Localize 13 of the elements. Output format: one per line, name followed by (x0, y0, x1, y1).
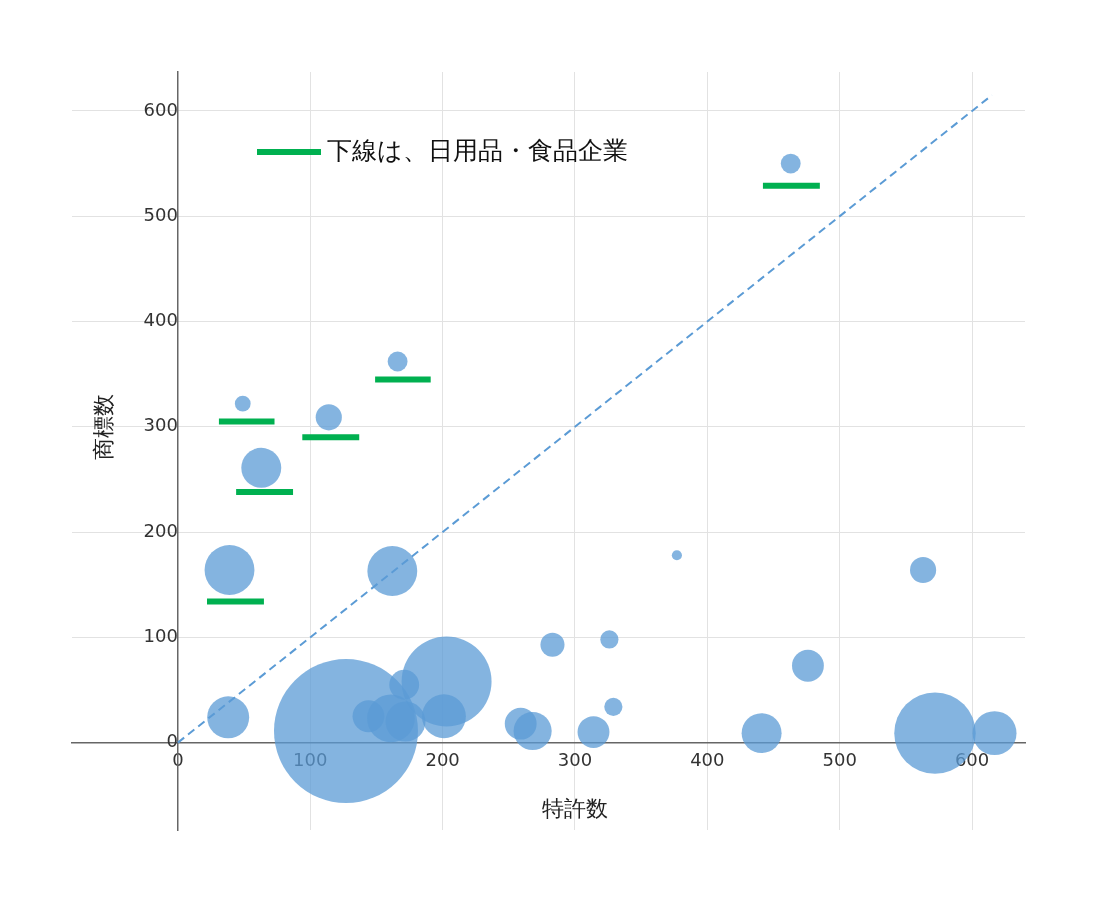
legend-label: 下線は、日用品・食品企業 (327, 135, 628, 165)
y-tick-label: 400 (143, 309, 178, 331)
x-axis-title: 特許数 (541, 795, 608, 821)
x-tick-label: 400 (690, 749, 725, 771)
y-tick-label: 300 (143, 414, 178, 436)
y-tick-label: 200 (143, 519, 178, 541)
y-tick-label: 500 (143, 203, 178, 225)
y-tick-label: 600 (143, 98, 178, 120)
y-tick-label: 100 (143, 625, 178, 647)
y-axis-title: 商標数 (90, 393, 116, 460)
x-tick-label: 500 (822, 749, 857, 771)
x-tick-label: 300 (557, 749, 593, 771)
x-tick-label: 200 (425, 749, 460, 771)
